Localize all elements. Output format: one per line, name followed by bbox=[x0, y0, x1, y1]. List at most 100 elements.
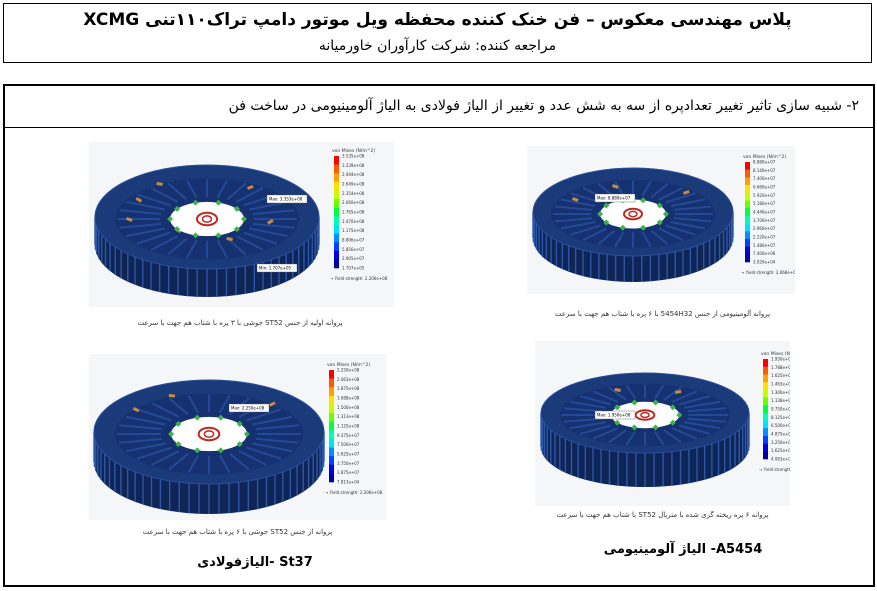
fan-blade bbox=[608, 386, 627, 401]
legend-swatch bbox=[745, 215, 750, 224]
legend-swatch bbox=[763, 366, 768, 375]
fixture-marker bbox=[175, 441, 182, 448]
fan-blade bbox=[216, 179, 228, 199]
fixture-marker bbox=[192, 232, 199, 239]
legend-swatch bbox=[329, 464, 334, 474]
legend-value: 7.400e+06 bbox=[753, 251, 776, 256]
fan-blade bbox=[678, 424, 711, 435]
max-stress-callout: Max: 1.950e+08 bbox=[597, 413, 631, 418]
fan-blade bbox=[673, 205, 712, 211]
legend-swatch bbox=[763, 420, 768, 429]
max-stress-callout: Max: 3.353e+08 bbox=[269, 197, 303, 202]
fan-blade bbox=[678, 395, 711, 406]
fan-hub bbox=[171, 416, 247, 452]
legend-swatch bbox=[334, 164, 339, 174]
caption-top-left: پروانه اولیه از جنس ST52 جوشی با ۳ پره ب… bbox=[137, 319, 343, 327]
legend-swatch bbox=[329, 473, 334, 483]
fixture-marker bbox=[603, 219, 610, 226]
legend-value: 1.463e+08 bbox=[771, 382, 790, 387]
stress-hotspot bbox=[683, 189, 690, 195]
fixture-marker bbox=[168, 431, 175, 437]
legend-value: 5.625e+07 bbox=[337, 452, 360, 457]
fan-blade bbox=[671, 390, 698, 403]
fan-blade bbox=[229, 452, 250, 471]
fan-blade bbox=[125, 415, 166, 426]
legend-swatch bbox=[745, 238, 750, 247]
hub-ring bbox=[195, 211, 219, 227]
fixture-marker bbox=[236, 441, 243, 448]
min-stress-callout: Min: 1.707e+05 bbox=[259, 266, 292, 271]
fan-blade bbox=[187, 454, 200, 474]
legend-value: 1.175e+08 bbox=[342, 228, 365, 233]
hub-ring-inner bbox=[201, 215, 213, 223]
legend-swatch bbox=[745, 208, 750, 217]
legend-title: von Mises (N/m^2) bbox=[761, 351, 790, 357]
fan-blade bbox=[569, 400, 606, 409]
fixture-marker bbox=[194, 447, 201, 454]
fan-blade bbox=[625, 384, 637, 400]
fixture-marker bbox=[217, 414, 224, 421]
fan-blade bbox=[653, 384, 665, 400]
legend-value: 1.875e+08 bbox=[337, 386, 360, 391]
legend-value: 3.535e+08 bbox=[342, 154, 365, 159]
legend-swatch bbox=[763, 443, 768, 452]
legend-value: 1.788e+08 bbox=[771, 365, 790, 370]
legend-swatch bbox=[745, 246, 750, 255]
fan-blade bbox=[136, 231, 171, 245]
fixture-marker bbox=[215, 199, 222, 206]
fixture-marker bbox=[167, 216, 174, 222]
legend-swatch bbox=[334, 173, 339, 183]
fan-blade bbox=[650, 229, 669, 245]
fan-hub bbox=[600, 199, 666, 229]
legend-swatch bbox=[745, 177, 750, 186]
fixture-marker bbox=[663, 211, 669, 217]
fan-blade bbox=[252, 209, 295, 216]
legend-swatch bbox=[329, 447, 334, 457]
legend-swatch bbox=[334, 259, 339, 269]
fixture-marker bbox=[631, 399, 638, 406]
legend-value: 4.440e+07 bbox=[753, 210, 776, 215]
stress-hotspot bbox=[675, 389, 682, 394]
fan-blade bbox=[216, 239, 228, 259]
legend-swatch bbox=[763, 389, 768, 398]
fan-blade bbox=[255, 424, 299, 431]
legend-value: 8.125e+07 bbox=[771, 415, 790, 420]
legend-value: 1.625e+07 bbox=[771, 448, 790, 453]
legend-value: 1.470e+08 bbox=[342, 219, 365, 224]
legend-swatch bbox=[745, 223, 750, 232]
legend-swatch bbox=[763, 435, 768, 444]
stress-hotspot bbox=[611, 184, 619, 189]
fixture-marker bbox=[175, 420, 182, 427]
max-stress-callout-box bbox=[594, 193, 636, 203]
legend-swatch bbox=[745, 162, 750, 170]
fixture-marker bbox=[597, 211, 603, 217]
fan-blade bbox=[625, 430, 637, 446]
legend-swatch bbox=[334, 242, 339, 252]
legend-swatch bbox=[329, 404, 334, 414]
hub-ring bbox=[623, 207, 643, 221]
header-subtitle: مراجعه کننده: شرکت کارآوران خاورمیانه bbox=[318, 38, 557, 54]
legend-title: von Mises (N/m^2) bbox=[332, 148, 375, 154]
stress-hotspot bbox=[269, 401, 276, 407]
fan-blade bbox=[608, 429, 627, 444]
fan-blade bbox=[168, 452, 189, 471]
legend-title: von Mises (N/m^2) bbox=[743, 154, 786, 160]
simulation-image-bottom-left: von Mises (N/m^2) 2.250e+08 2.063e+08 1.875… bbox=[89, 354, 386, 520]
legend-swatch bbox=[763, 428, 768, 437]
legend-value: 9.375e+07 bbox=[337, 433, 360, 438]
fan-blade bbox=[597, 229, 616, 245]
legend-value: 3.700e+07 bbox=[753, 218, 776, 223]
fan-blade bbox=[218, 394, 231, 414]
legend-swatch bbox=[329, 438, 334, 448]
fan-blade bbox=[125, 442, 166, 453]
fixture-marker bbox=[669, 404, 676, 411]
yield-strength-label: → Yield strength: 2.206e+08 bbox=[330, 276, 388, 281]
fan-blade bbox=[614, 231, 625, 248]
fixture-marker bbox=[640, 224, 647, 231]
yield-strength-label: → Yield strength: 2.206e+08 bbox=[759, 467, 790, 472]
legend-value: 8.806e+07 bbox=[342, 238, 365, 243]
legend-value: 1.125e+08 bbox=[337, 424, 360, 429]
hub-ring bbox=[197, 426, 221, 442]
legend-value: 2.250e+08 bbox=[337, 368, 360, 373]
fan-blade bbox=[650, 183, 669, 199]
